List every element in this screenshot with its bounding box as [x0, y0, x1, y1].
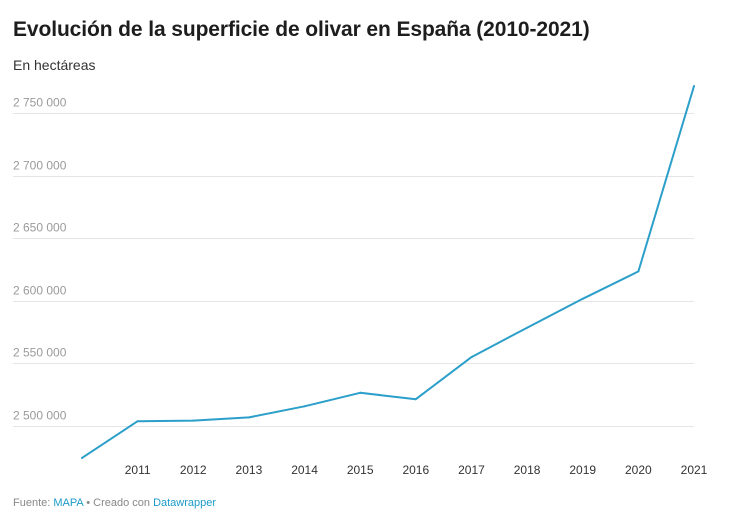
- chart-title: Evolución de la superficie de olivar en …: [13, 18, 590, 41]
- footer: Fuente: MAPA • Creado con Datawrapper: [13, 497, 216, 509]
- y-axis-ticks: 2 500 000 2 550 000 2 600 000 2 650 000 2 70…: [13, 96, 67, 423]
- x-tick-label: 2017: [458, 463, 485, 477]
- x-tick-label: 2014: [291, 463, 318, 477]
- x-axis-ticks: 2011 2012 2013 2014 2015 2016 2017 2018 2019 2020…: [125, 463, 708, 477]
- x-tick-label: 2012: [180, 463, 207, 477]
- x-tick-label: 2011: [125, 463, 151, 477]
- x-tick-label: 2013: [236, 463, 263, 477]
- source-link[interactable]: MAPA: [53, 497, 84, 509]
- y-tick-label: 2 600 000: [13, 284, 67, 298]
- datawrapper-link[interactable]: Datawrapper: [153, 497, 217, 509]
- x-tick-label: 2016: [402, 463, 429, 477]
- data-point: [247, 416, 250, 419]
- data-point: [81, 456, 83, 459]
- data-point: [359, 391, 362, 394]
- data-point: [581, 297, 584, 300]
- series-line: [81, 85, 695, 459]
- y-tick-label: 2 650 000: [13, 221, 67, 235]
- footer-separator: •: [86, 497, 91, 509]
- y-tick-label: 2 750 000: [13, 96, 67, 110]
- created-label: Creado con: [93, 497, 150, 509]
- series-layer: [81, 85, 695, 459]
- data-point: [192, 419, 195, 422]
- data-point: [303, 405, 306, 408]
- x-tick-label: 2018: [514, 463, 541, 477]
- y-tick-label: 2 500 000: [13, 409, 67, 423]
- gridlines: [13, 113, 694, 427]
- data-point: [693, 85, 695, 88]
- x-tick-label: 2019: [569, 463, 596, 477]
- x-tick-label: 2021: [681, 463, 708, 477]
- data-point: [526, 326, 529, 329]
- source-label: Fuente:: [13, 497, 51, 509]
- data-point: [136, 420, 139, 423]
- data-point: [637, 270, 640, 273]
- y-tick-label: 2 700 000: [13, 159, 67, 173]
- y-tick-label: 2 550 000: [13, 346, 67, 360]
- x-tick-label: 2015: [347, 463, 374, 477]
- x-tick-label: 2020: [625, 463, 652, 477]
- data-point: [414, 398, 417, 401]
- data-point: [470, 356, 473, 359]
- chart-subtitle: En hectáreas: [13, 57, 96, 73]
